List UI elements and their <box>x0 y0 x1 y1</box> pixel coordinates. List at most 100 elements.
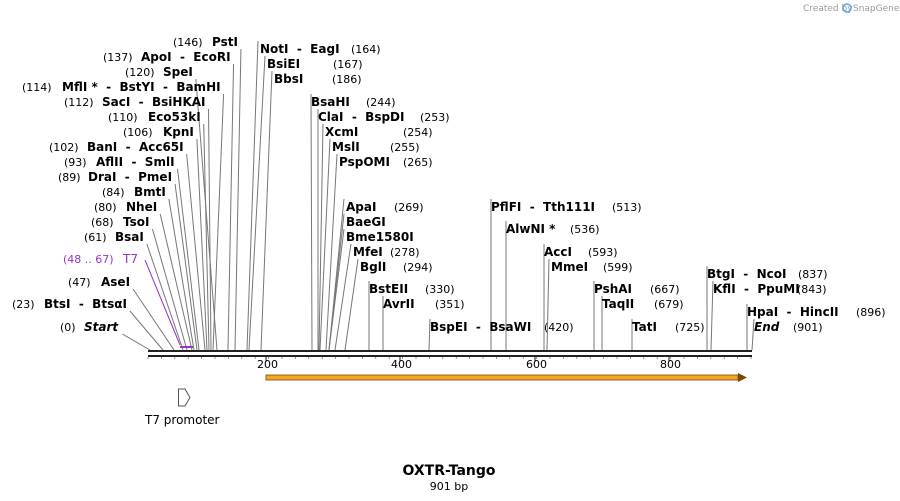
site-11[interactable]: (110) Eco53kI <box>108 110 201 124</box>
site-35[interactable]: AccI (593) <box>544 245 618 259</box>
site-12[interactable]: (112) SacI - BsiHKAI <box>64 95 206 109</box>
site-position: (667) <box>650 283 680 296</box>
site-position: (93) <box>64 156 87 169</box>
site-name: AseI <box>101 275 130 289</box>
map-title: OXTR-Tango <box>402 463 495 479</box>
site-position: (89) <box>58 171 81 184</box>
t7-promoter-label: T7 promoter <box>144 413 220 427</box>
site-15[interactable]: (137) ApoI - EcoRI <box>103 50 231 64</box>
site-name: BanI - Acc65I <box>87 140 184 154</box>
site-9[interactable]: (102) BanI - Acc65I <box>49 140 184 154</box>
site-33[interactable]: PflFI - Tth111I (513) <box>491 200 642 214</box>
site-1[interactable]: (23) BtsI - BtsαI <box>12 297 127 311</box>
site-4[interactable]: (68) TsoI <box>91 215 149 229</box>
site-name: BsaI <box>115 230 144 244</box>
ruler-tick-label: 400 <box>391 358 412 371</box>
site-leader-11 <box>203 123 210 351</box>
site-40[interactable]: BtgI - NcoI (837) <box>707 267 828 281</box>
orf-arrowhead <box>738 373 747 382</box>
site-position: (269) <box>394 201 424 214</box>
site-name: NotI - EagI <box>260 42 340 56</box>
site-name: TsoI <box>123 215 149 229</box>
site-name: XcmI <box>325 125 358 139</box>
site-42[interactable]: HpaI - HincII (896) <box>747 305 886 319</box>
site-position: (679) <box>654 298 684 311</box>
site-leader-18 <box>248 55 266 351</box>
site-10[interactable]: (106) KpnI <box>123 125 194 139</box>
site-7[interactable]: (89) DraI - PmeI <box>58 170 172 184</box>
t7-primer-leader <box>144 259 181 346</box>
orf-arrow-icon[interactable] <box>265 373 747 382</box>
site-32[interactable]: BspEI - BsaWI (420) <box>430 320 574 334</box>
site-43[interactable]: End (901) <box>754 320 823 334</box>
site-24[interactable]: PspOMI (265) <box>339 155 433 169</box>
site-leader-12 <box>208 108 212 351</box>
site-leader-0 <box>122 333 151 351</box>
site-27[interactable]: Bme1580I <box>346 230 414 244</box>
site-28[interactable]: MfeI (278) <box>353 245 420 259</box>
site-name: PspOMI <box>339 155 390 169</box>
site-36[interactable]: MmeI (599) <box>551 260 633 274</box>
site-position: (265) <box>403 156 433 169</box>
site-name: PstI <box>212 35 238 49</box>
site-20[interactable]: BsaHI (244) <box>311 95 396 109</box>
site-16[interactable]: (146) PstI <box>173 35 238 49</box>
site-leader-28 <box>334 243 352 351</box>
site-19[interactable]: BbsI (186) <box>274 72 362 86</box>
site-position: (255) <box>390 141 420 154</box>
site-name: AflII - SmlI <box>96 155 175 169</box>
site-14[interactable]: (120) SpeI <box>125 65 193 79</box>
t7-primer-name: T7 <box>122 252 138 266</box>
site-name: BstEII <box>369 282 408 296</box>
site-6[interactable]: (84) BmtI <box>102 185 166 199</box>
site-leader-5 <box>159 213 193 351</box>
site-18[interactable]: BsiEI (167) <box>267 57 363 71</box>
site-name: ApaI <box>346 200 376 214</box>
site-position: (294) <box>403 261 433 274</box>
site-17[interactable]: NotI - EagI (164) <box>260 42 381 56</box>
site-leader-23 <box>319 138 331 351</box>
site-position: (137) <box>103 51 133 64</box>
site-41[interactable]: KflI - PpuMI(843) <box>713 282 827 296</box>
site-name: ApoI - EcoRI <box>141 50 231 64</box>
map-subtitle: 901 bp <box>430 480 468 493</box>
ruler-tick-label: 600 <box>526 358 547 371</box>
site-21[interactable]: ClaI - BspDI (253) <box>318 110 450 124</box>
site-34[interactable]: AlwNI * (536) <box>506 222 600 236</box>
site-29[interactable]: BglI (294) <box>360 260 433 274</box>
site-name: BsaHI <box>311 95 350 109</box>
site-position: (513) <box>612 201 642 214</box>
site-position: (896) <box>856 306 886 319</box>
t7-promoter[interactable]: T7 promoter <box>144 388 220 427</box>
site-3[interactable]: (61) BsaI <box>84 230 144 244</box>
site-8[interactable]: (93) AflII - SmlI <box>64 155 175 169</box>
site-name: DraI - PmeI <box>88 170 172 184</box>
site-name: PshAI <box>594 282 632 296</box>
site-30[interactable]: BstEII (330) <box>369 282 455 296</box>
site-name: BspEI - BsaWI <box>430 320 531 334</box>
orf-bar <box>265 374 739 381</box>
site-leader-19 <box>260 70 273 351</box>
t7-primer[interactable]: (48 .. 67) T7 <box>63 252 193 348</box>
site-38[interactable]: TaqII (679) <box>602 297 684 311</box>
site-5[interactable]: (80) NheI <box>94 200 157 214</box>
site-name: PflFI - Tth111I <box>491 200 595 214</box>
site-22[interactable]: XcmI (254) <box>325 125 433 139</box>
site-leader-9 <box>186 153 206 351</box>
site-13[interactable]: (114) MflI * - BstYI - BamHI <box>22 80 221 94</box>
site-2[interactable]: (47) AseI <box>68 275 130 289</box>
site-25[interactable]: ApaI (269) <box>346 200 424 214</box>
site-39[interactable]: TatI (725) <box>632 320 705 334</box>
site-leader-6 <box>168 198 195 351</box>
site-0[interactable]: (0) Start <box>60 320 119 334</box>
site-position: (843) <box>797 283 827 296</box>
site-position: (102) <box>49 141 79 154</box>
site-26[interactable]: BaeGI <box>346 215 386 229</box>
site-37[interactable]: PshAI (667) <box>594 282 680 296</box>
site-name: TatI <box>632 320 657 334</box>
site-leader-2 <box>132 288 175 351</box>
site-position: (167) <box>333 58 363 71</box>
site-31[interactable]: AvrII (351) <box>383 297 465 311</box>
site-23[interactable]: MslI (255) <box>332 140 420 154</box>
